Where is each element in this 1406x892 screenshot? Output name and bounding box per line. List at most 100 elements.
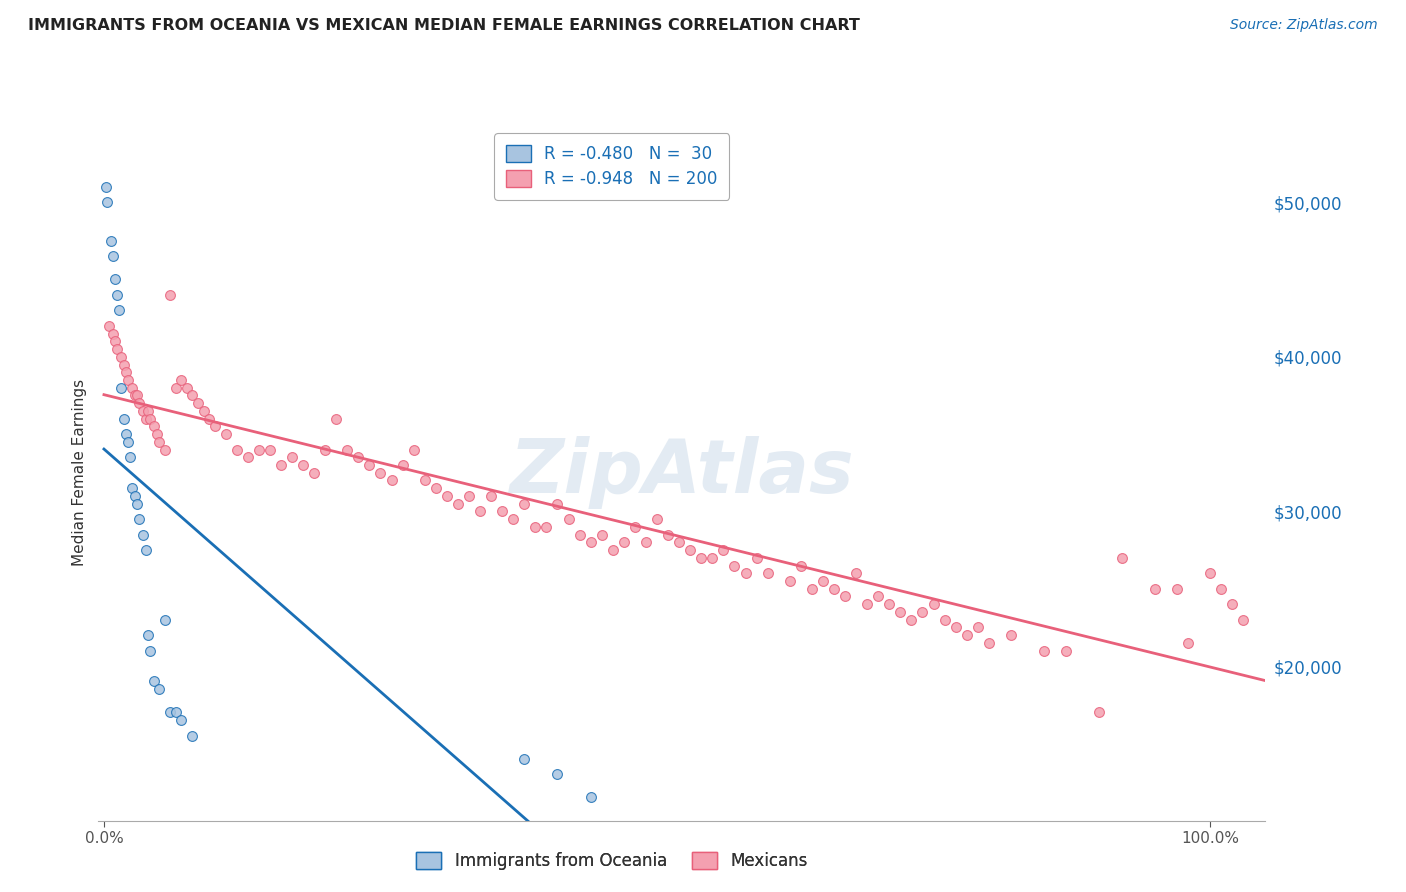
Point [977,636,1000,650]
Point [131,404,153,418]
Point [868,590,890,604]
Point [380,474,402,488]
Point [136,628,159,642]
Point [579,790,602,805]
Point [302,466,325,480]
Point [127,388,149,402]
Point [131,527,153,541]
Point [811,574,834,588]
Point [756,566,779,581]
Point [513,752,536,766]
Point [668,535,690,549]
Point [645,512,668,526]
Point [436,489,458,503]
Point [159,706,181,720]
Point [101,249,124,263]
Point [370,466,392,480]
Point [945,620,967,634]
Point [127,497,149,511]
Point [546,497,568,511]
Point [117,434,139,449]
Point [159,288,181,302]
Point [734,566,756,581]
Point [314,442,336,457]
Point [402,442,425,457]
Point [702,550,724,565]
Point [96,195,118,210]
Point [391,458,413,472]
Point [292,458,315,472]
Point [142,419,165,434]
Point [634,535,657,549]
Point [336,442,359,457]
Point [1211,582,1233,596]
Point [96,179,118,194]
Point [193,404,215,418]
Point [124,388,146,402]
Point [568,527,591,541]
Point [502,512,524,526]
Point [98,318,121,333]
Point [834,590,856,604]
Point [1220,597,1243,611]
Point [100,234,122,248]
Point [270,458,292,472]
Point [1111,550,1133,565]
Point [110,350,132,364]
Point [170,713,193,727]
Point [1088,706,1111,720]
Point [845,566,868,581]
Point [879,597,901,611]
Point [247,442,270,457]
Point [966,620,988,634]
Text: ZipAtlas: ZipAtlas [509,436,855,509]
Point [142,674,165,689]
Point [104,272,127,286]
Point [546,767,568,781]
Point [790,558,813,573]
Point [105,288,128,302]
Point [579,535,602,549]
Point [115,427,138,442]
Point [557,512,579,526]
Point [823,582,845,596]
Point [524,520,547,534]
Point [1166,582,1188,596]
Point [104,334,127,349]
Point [447,497,470,511]
Point [181,729,204,743]
Point [900,613,922,627]
Point [236,450,259,465]
Point [148,682,170,697]
Point [856,597,879,611]
Point [1199,566,1222,581]
Point [139,411,162,425]
Point [108,303,131,318]
Point [491,504,513,518]
Point [468,504,491,518]
Point [165,381,187,395]
Point [613,535,636,549]
Point [153,442,176,457]
Point [153,613,176,627]
Point [136,404,159,418]
Text: Source: ZipAtlas.com: Source: ZipAtlas.com [1230,18,1378,32]
Point [425,481,447,495]
Point [101,326,124,341]
Point [121,381,143,395]
Point [1000,628,1022,642]
Point [624,520,647,534]
Point [170,373,193,387]
Point [165,706,187,720]
Point [204,419,226,434]
Point [214,427,236,442]
Point [325,411,347,425]
Point [679,543,702,558]
Point [657,527,679,541]
Point [723,558,745,573]
Point [112,411,135,425]
Point [121,481,143,495]
Point [602,543,624,558]
Point [536,520,558,534]
Point [112,358,135,372]
